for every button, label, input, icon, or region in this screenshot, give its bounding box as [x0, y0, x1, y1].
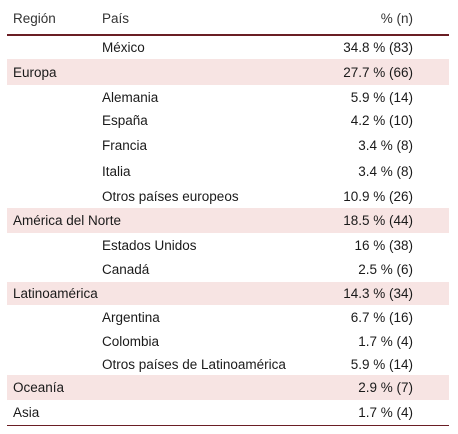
percent-cell: 18.5 % (44)	[343, 213, 413, 228]
percent-cell: 2.9 % (7)	[358, 380, 413, 395]
country-cell: Colombia	[102, 334, 160, 349]
table-row: Colombia 1.7 % (4)	[7, 329, 449, 354]
country-cell: México	[102, 40, 145, 55]
country-cell: Argentina	[102, 309, 160, 325]
region-cell: Oceanía	[13, 380, 65, 395]
table-row: Oceanía 2.9 % (7)	[7, 375, 449, 400]
percent-cell: 3.4 % (8)	[358, 138, 413, 153]
header-region: Región	[13, 11, 56, 26]
table-row: Otros países europeos 10.9 % (26)	[7, 184, 449, 208]
table-row: Alemania 5.9 % (14)	[7, 85, 449, 109]
table-row: América del Norte 18.5 % (44)	[7, 208, 449, 233]
percent-cell: 1.7 % (4)	[358, 405, 413, 420]
country-cell: España	[102, 113, 148, 128]
country-cell: Italia	[102, 164, 131, 179]
table-row: Otros países de Latinoamérica 5.9 % (14)	[7, 354, 449, 375]
country-cell: Francia	[102, 138, 148, 153]
country-cell: Canadá	[102, 262, 150, 277]
country-cell: Otros países europeos	[102, 188, 239, 204]
table-row: Latinoamérica 14.3 % (34)	[7, 282, 449, 305]
country-cell: Estados Unidos	[102, 237, 197, 253]
region-cell: América del Norte	[13, 213, 122, 228]
header-country: País	[102, 11, 130, 26]
percent-cell: 14.3 % (34)	[343, 286, 413, 301]
header-percent: % (n)	[380, 11, 413, 26]
country-cell: Alemania	[102, 89, 159, 105]
region-cell: Asia	[13, 405, 40, 420]
percent-cell: 2.5 % (6)	[358, 262, 413, 277]
table-bottom-rule	[7, 425, 449, 426]
table-row: México 34.8 % (83)	[7, 36, 449, 59]
table-row: Francia 3.4 % (8)	[7, 132, 449, 159]
table-row: Europa 27.7 % (66)	[7, 59, 449, 85]
percent-cell: 10.9 % (26)	[343, 188, 413, 204]
table-row: Canadá 2.5 % (6)	[7, 257, 449, 282]
percent-cell: 34.8 % (83)	[343, 40, 413, 55]
percent-cell: 4.2 % (10)	[350, 113, 413, 128]
percent-cell: 5.9 % (14)	[350, 357, 413, 372]
percent-cell: 1.7 % (4)	[358, 334, 413, 349]
table-row: España 4.2 % (10)	[7, 109, 449, 132]
table-row: Italia 3.4 % (8)	[7, 159, 449, 184]
percent-cell: 6.7 % (16)	[350, 309, 413, 325]
data-table: Región País % (n) México 34.8 % (83) Europ…	[7, 3, 449, 426]
region-cell: Europa	[13, 64, 57, 80]
region-cell: Latinoamérica	[13, 286, 98, 301]
table-header: Región País % (n)	[7, 3, 449, 36]
table-row: Asia 1.7 % (4)	[7, 400, 449, 425]
percent-cell: 5.9 % (14)	[350, 89, 413, 105]
table-row: Argentina 6.7 % (16)	[7, 305, 449, 329]
table-body: México 34.8 % (83) Europa 27.7 % (66) Aleman…	[7, 36, 449, 425]
percent-cell: 27.7 % (66)	[343, 64, 413, 80]
table-row: Estados Unidos 16 % (38)	[7, 233, 449, 257]
percent-cell: 3.4 % (8)	[358, 164, 413, 179]
country-cell: Otros países de Latinoamérica	[102, 357, 286, 372]
percent-cell: 16 % (38)	[354, 237, 413, 253]
